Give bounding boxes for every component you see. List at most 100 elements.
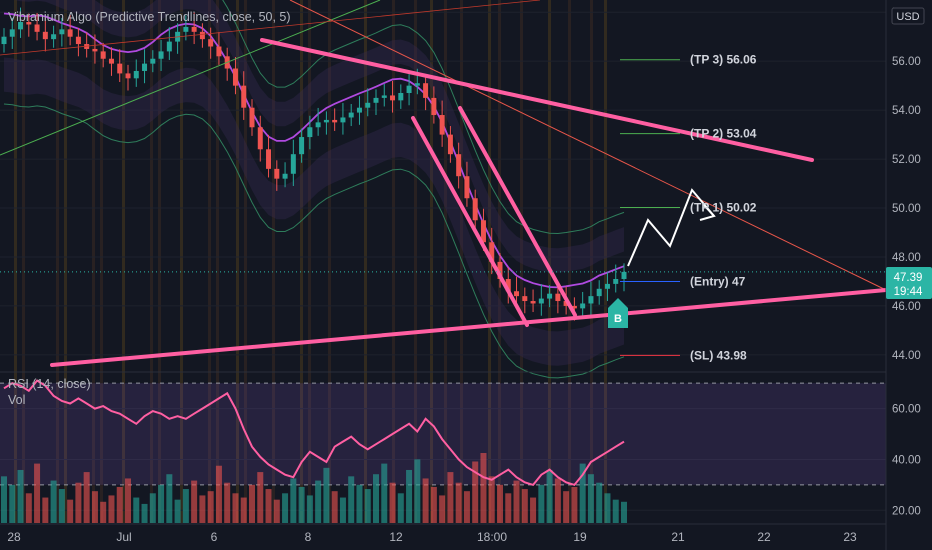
candle-body[interactable] <box>9 29 15 37</box>
candle-body[interactable] <box>356 107 362 113</box>
candle-body[interactable] <box>423 83 429 98</box>
candle-body[interactable] <box>439 115 445 135</box>
candle-body[interactable] <box>480 220 486 243</box>
candle-body[interactable] <box>596 288 602 297</box>
candle-body[interactable] <box>348 112 354 118</box>
candle-body[interactable] <box>42 31 48 40</box>
candle-body[interactable] <box>447 134 453 155</box>
channel-line-left[interactable] <box>411 116 529 327</box>
candle-body[interactable] <box>290 154 296 174</box>
candle-body[interactable] <box>571 305 577 309</box>
candle-body[interactable] <box>332 119 338 123</box>
session-bar <box>14 0 17 523</box>
candle-body[interactable] <box>191 26 197 32</box>
candle-body[interactable] <box>216 46 222 57</box>
indicator-title[interactable]: Vibranium Algo (Predictive Trendlines, c… <box>8 10 291 24</box>
rsi-title[interactable]: RSI (14, close) <box>8 377 91 391</box>
candle-body[interactable] <box>497 261 503 279</box>
candle-body[interactable] <box>563 301 569 306</box>
candle-body[interactable] <box>266 149 272 169</box>
price-tick-label: 52.00 <box>892 154 921 166</box>
candle-body[interactable] <box>522 296 528 302</box>
resistance-trendline[interactable] <box>260 38 814 162</box>
candle-body[interactable] <box>381 95 387 98</box>
rsi-pane[interactable] <box>0 379 886 523</box>
candle-body[interactable] <box>414 83 420 86</box>
candle-body[interactable] <box>406 85 412 93</box>
session-bar <box>414 0 417 523</box>
candle-body[interactable] <box>431 97 437 116</box>
candle-body[interactable] <box>621 271 627 279</box>
candle-body[interactable] <box>274 168 280 179</box>
candle-body[interactable] <box>1 36 7 45</box>
candle-body[interactable] <box>555 293 561 302</box>
candle-body[interactable] <box>257 127 263 150</box>
candle-body[interactable] <box>18 22 24 30</box>
candle-body[interactable] <box>472 198 478 221</box>
level-label: (Entry) 47 <box>690 274 746 288</box>
candle-body[interactable] <box>208 39 214 47</box>
candle-body[interactable] <box>307 127 313 138</box>
session-bar <box>272 0 275 523</box>
rsi-line <box>3 379 625 487</box>
axes[interactable]: 58.0056.0054.0052.0050.0048.0046.0044.00… <box>7 7 920 544</box>
candle-body[interactable] <box>142 63 148 71</box>
price-pane[interactable]: (TP 3) 56.06 (TP 2) 53.04 (TP 1) 50.02 (Ent… <box>0 0 888 379</box>
candle-body[interactable] <box>166 41 172 52</box>
session-bar <box>244 0 247 523</box>
candle-body[interactable] <box>580 303 586 309</box>
candle-body[interactable] <box>26 22 32 25</box>
candle-body[interactable] <box>183 26 189 32</box>
candle-body[interactable] <box>365 102 371 108</box>
candle-body[interactable] <box>514 291 520 297</box>
candle-body[interactable] <box>456 154 462 177</box>
candle-body[interactable] <box>340 117 346 123</box>
candle-body[interactable] <box>373 97 379 103</box>
candle-body[interactable] <box>59 29 65 35</box>
candle-body[interactable] <box>489 242 495 262</box>
candle-body[interactable] <box>150 58 156 64</box>
candle-body[interactable] <box>547 293 553 299</box>
candle-body[interactable] <box>133 70 139 79</box>
candle-body[interactable] <box>75 36 81 45</box>
support-trendline[interactable] <box>50 288 888 367</box>
volume-bar <box>430 486 437 523</box>
candle-body[interactable] <box>315 122 321 128</box>
volume-title[interactable]: Vol <box>8 393 25 407</box>
candle-body[interactable] <box>530 301 536 304</box>
candle-body[interactable] <box>34 24 40 32</box>
candle-body[interactable] <box>464 176 470 199</box>
candle-body[interactable] <box>249 107 255 128</box>
candle-body[interactable] <box>232 68 238 86</box>
currency-badge[interactable] <box>891 7 925 25</box>
candle-body[interactable] <box>299 137 305 155</box>
candle-body[interactable] <box>67 29 73 37</box>
candle-body[interactable] <box>505 279 511 292</box>
candle-body[interactable] <box>604 283 610 289</box>
candle-body[interactable] <box>323 119 329 123</box>
candle-body[interactable] <box>92 48 98 52</box>
candle-body[interactable] <box>390 95 396 101</box>
candle-body[interactable] <box>199 31 205 40</box>
candle-body[interactable] <box>588 296 594 304</box>
candle-body[interactable] <box>538 298 544 304</box>
moving-average-line <box>3 12 625 289</box>
candle-body[interactable] <box>100 51 106 59</box>
candle-body[interactable] <box>241 85 247 108</box>
buy-signal-marker[interactable] <box>608 298 628 328</box>
candle-body[interactable] <box>108 58 114 64</box>
candle-body[interactable] <box>125 73 131 79</box>
session-bar <box>150 0 153 523</box>
candle-body[interactable] <box>282 173 288 179</box>
candle-body[interactable] <box>117 63 123 74</box>
volume-bar <box>9 484 16 523</box>
volume-bar <box>224 482 231 523</box>
candle-body[interactable] <box>51 34 57 40</box>
time-tick-label: 28 <box>7 530 21 544</box>
candle-body[interactable] <box>158 51 164 59</box>
candle-body[interactable] <box>613 279 619 284</box>
channel-line-right[interactable] <box>458 106 577 317</box>
candle-body[interactable] <box>398 93 404 101</box>
volume-bar <box>125 478 131 523</box>
